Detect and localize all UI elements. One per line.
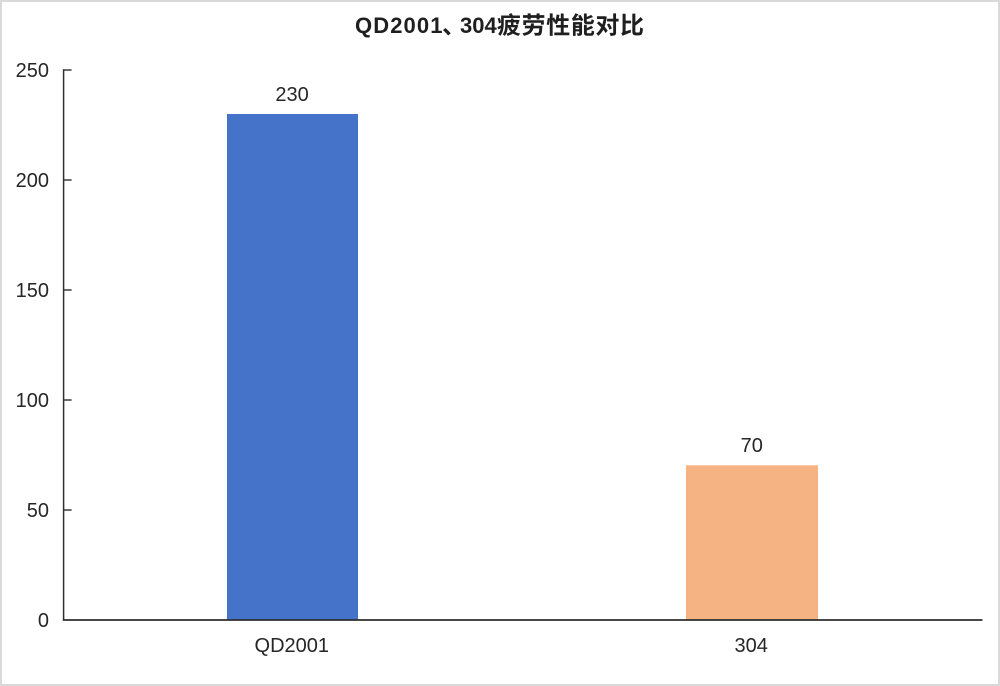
svg-text:0: 0 (38, 610, 49, 632)
svg-text:100: 100 (16, 390, 49, 412)
svg-text:230: 230 (275, 84, 308, 106)
svg-text:304: 304 (460, 13, 497, 38)
svg-text:200: 200 (16, 170, 49, 192)
svg-text:250: 250 (16, 60, 49, 82)
svg-text:50: 50 (27, 500, 49, 522)
svg-text:304: 304 (735, 635, 768, 657)
svg-text:150: 150 (16, 280, 49, 302)
svg-text:QD2001: QD2001 (255, 635, 330, 657)
svg-text:70: 70 (741, 435, 763, 457)
svg-text:QD2001: QD2001 (355, 13, 444, 38)
